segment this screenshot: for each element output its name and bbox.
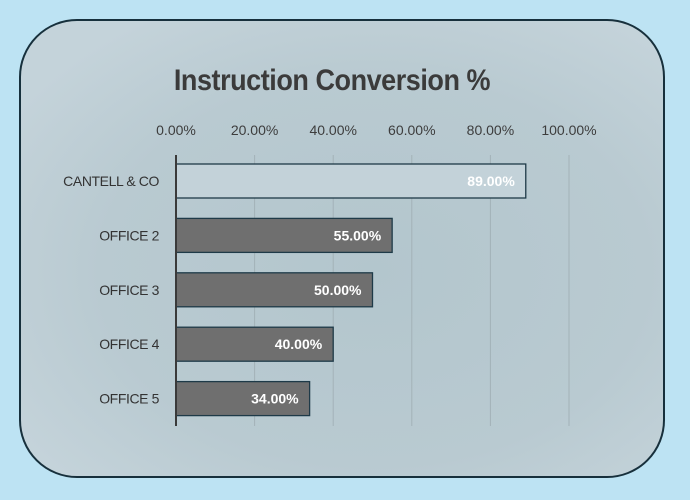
x-tick-label: 100.00% bbox=[541, 122, 596, 138]
x-tick-label: 20.00% bbox=[231, 122, 278, 138]
bar bbox=[175, 217, 393, 254]
data-label: 55.00% bbox=[334, 227, 382, 243]
x-tick-label: 40.00% bbox=[309, 122, 356, 138]
category-label: OFFICE 4 bbox=[99, 336, 159, 352]
data-label: 50.00% bbox=[314, 282, 362, 298]
category-label: OFFICE 5 bbox=[99, 391, 159, 407]
category-label: CANTELL & CO bbox=[63, 173, 159, 189]
bar bbox=[175, 163, 527, 199]
category-label: OFFICE 3 bbox=[99, 282, 159, 298]
category-label: OFFICE 2 bbox=[99, 227, 159, 243]
data-label: 34.00% bbox=[251, 391, 299, 407]
bar bbox=[175, 326, 334, 362]
x-tick-label: 0.00% bbox=[156, 122, 196, 138]
x-tick-label: 80.00% bbox=[467, 122, 514, 138]
chart-title: Instruction Conversion % bbox=[173, 64, 491, 97]
data-label: 89.00% bbox=[467, 173, 515, 189]
bar bbox=[175, 272, 374, 308]
x-tick-label: 60.00% bbox=[388, 122, 435, 138]
data-label: 40.00% bbox=[275, 336, 323, 352]
bar bbox=[175, 380, 311, 417]
